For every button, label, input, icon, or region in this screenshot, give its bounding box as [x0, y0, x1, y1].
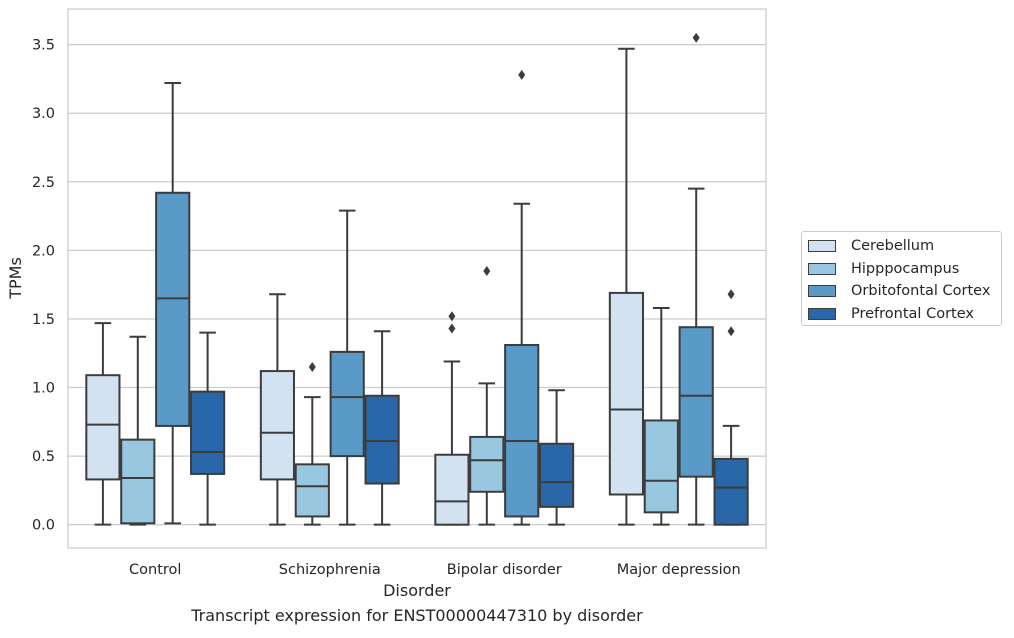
- box-iqr: [678, 326, 714, 478]
- box-iqr: [434, 453, 470, 526]
- y-tick-label: 2.5: [32, 175, 55, 191]
- legend-label: Prefrontal Cortex: [851, 305, 974, 322]
- legend-item: Hipppocampus: [808, 258, 1001, 281]
- outlier-point: [727, 289, 735, 300]
- box-hipppocampus: [120, 335, 156, 526]
- legend-swatch: [808, 307, 836, 320]
- plot-frame: [67, 8, 767, 549]
- box-iqr: [85, 374, 121, 481]
- x-tick-label: Control: [129, 562, 181, 578]
- legend-label: Hipppocampus: [851, 260, 960, 277]
- x-tick-label: Schizophrenia: [279, 562, 381, 578]
- outlier-point: [727, 326, 735, 337]
- legend-label: Orbitofontal Cortex: [851, 283, 991, 300]
- box-iqr: [539, 442, 575, 508]
- box-iqr: [608, 291, 644, 496]
- x-axis-label: Disorder: [383, 581, 451, 600]
- legend-label: Cerebellum: [851, 238, 935, 255]
- y-axis-label: TPMs: [6, 257, 25, 300]
- box-prefrontal-cortex: [364, 330, 400, 526]
- legend-item: Orbitofontal Cortex: [808, 280, 1001, 303]
- box-iqr: [294, 463, 330, 518]
- x-tick-label: Bipolar disorder: [447, 562, 562, 578]
- y-tick-label: 3.0: [32, 106, 55, 122]
- box-iqr: [713, 457, 749, 526]
- y-tick-labels: 0.0 0.5 1.0 1.5 2.0 2.5 3.0 3.5: [32, 38, 55, 534]
- legend-item: Prefrontal Cortex: [808, 303, 1001, 326]
- y-tick-label: 1.0: [32, 381, 55, 397]
- box-iqr: [469, 435, 505, 493]
- box-iqr: [329, 350, 365, 458]
- box-cerebellum: [85, 322, 121, 526]
- outlier-point: [448, 311, 456, 322]
- box-iqr: [504, 344, 540, 518]
- box-cerebellum: [434, 311, 470, 526]
- legend-swatch: [808, 262, 836, 275]
- box-hipppocampus: [469, 265, 505, 526]
- box-orbitofontal-cortex: [329, 209, 365, 526]
- y-tick-label: 0.0: [32, 518, 55, 534]
- outlier-point: [308, 361, 316, 372]
- y-tick-label: 0.5: [32, 449, 55, 465]
- box-iqr: [155, 191, 191, 427]
- outlier-point: [518, 69, 526, 80]
- box-hipppocampus: [294, 361, 330, 526]
- outlier-point: [692, 32, 700, 43]
- box-iqr: [259, 370, 295, 481]
- box-prefrontal-cortex: [190, 331, 226, 526]
- y-tick-label: 1.5: [32, 312, 55, 328]
- x-tick-label: Major depression: [617, 562, 741, 578]
- legend: Cerebellum Hipppocampus Orbitofontal Corte…: [801, 231, 1002, 326]
- outlier-point: [448, 323, 456, 334]
- box-cerebellum: [259, 293, 295, 526]
- box-cerebellum: [608, 47, 644, 526]
- y-tick-label: 2.0: [32, 243, 55, 259]
- box-prefrontal-cortex: [713, 289, 749, 526]
- boxes: [85, 32, 749, 526]
- box-iqr: [190, 390, 226, 475]
- box-orbitofontal-cortex: [678, 32, 714, 526]
- box-prefrontal-cortex: [539, 389, 575, 526]
- outlier-point: [483, 265, 491, 276]
- box-iqr: [643, 419, 679, 514]
- box-iqr: [364, 394, 400, 485]
- legend-swatch: [808, 285, 836, 298]
- box-orbitofontal-cortex: [155, 82, 191, 525]
- box-iqr: [120, 438, 156, 525]
- box-orbitofontal-cortex: [504, 69, 540, 526]
- figure-caption: Transcript expression for ENST0000044731…: [191, 606, 643, 625]
- legend-swatch: [808, 240, 836, 253]
- y-tick-label: 3.5: [32, 38, 55, 54]
- box-hipppocampus: [643, 306, 679, 526]
- legend-item: Cerebellum: [808, 235, 1001, 258]
- x-tick-labels: Control Schizophrenia Bipolar disorder Majo…: [129, 562, 741, 578]
